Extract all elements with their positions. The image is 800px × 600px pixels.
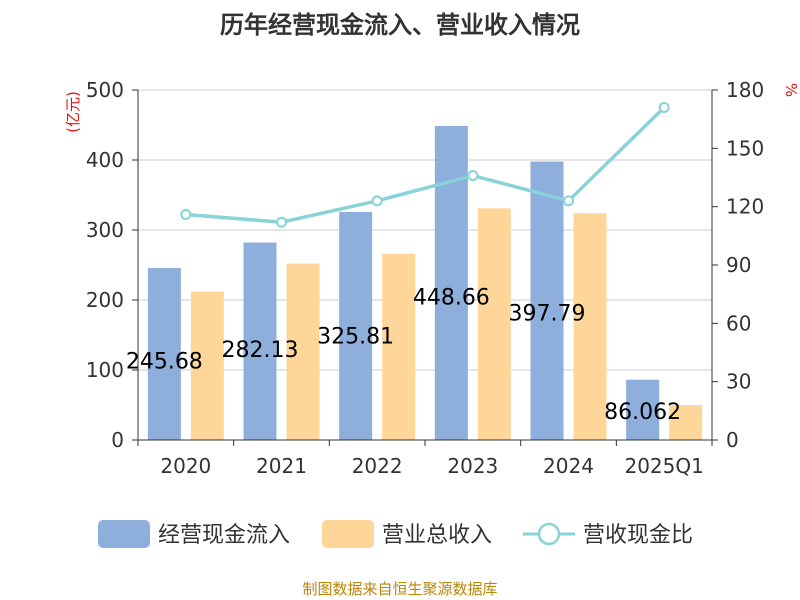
x-axis-tick-label: 2021 (256, 454, 307, 478)
revenue-bar (286, 263, 320, 440)
left-axis-tick-label: 400 (86, 148, 124, 172)
bar-labels: 245.68 282.13 325.81 448.66 397.79 86.062 (126, 286, 681, 425)
x-axis-tick-label: 2024 (543, 454, 594, 478)
ratio-line-point (180, 208, 192, 220)
revenue-bar (669, 405, 703, 440)
cash-inflow-bar (243, 242, 277, 440)
legend-label: 营业总收入 (382, 523, 492, 548)
ratio-line-point (276, 216, 287, 228)
source-note: 制图数据来自恒生聚源数据库 (302, 580, 497, 598)
axes: 0 100 200 300 400 500 0 30 60 90 120 150 180 2020 2021… (86, 78, 764, 478)
ratio-line (180, 102, 670, 228)
right-axis-tick-label: 150 (726, 136, 764, 160)
right-axis-tick-label: 120 (726, 195, 764, 219)
ratio-line-point (467, 170, 479, 182)
revenue-bar (382, 253, 416, 440)
left-axis-tick-label: 500 (86, 78, 124, 102)
right-axis-unit: % (782, 83, 800, 97)
revenue-bar (477, 208, 511, 440)
bars (147, 125, 703, 441)
right-axis-tick-label: 60 (726, 311, 751, 335)
revenue-bar (573, 213, 607, 440)
cash-inflow-data-label: 448.66 (413, 286, 490, 311)
x-axis-tick-label: 2020 (160, 454, 211, 478)
legend: 经营现金流入 营业总收入 营收现金比 (98, 520, 693, 548)
x-axis-tick-label: 2025Q1 (624, 454, 703, 478)
left-axis-tick-label: 0 (111, 428, 124, 452)
right-axis-tick-label: 30 (726, 370, 751, 394)
cash-inflow-bar (434, 125, 468, 441)
revenue-bar (190, 291, 224, 440)
ratio-line-path (185, 106, 666, 224)
cash-inflow-data-label: 282.13 (222, 338, 299, 363)
left-axis-tick-label: 300 (86, 218, 124, 242)
grid-lines (138, 89, 712, 371)
cash-inflow-bar (147, 268, 181, 440)
right-axis-tick-label: 90 (726, 253, 751, 277)
ratio-line-point (563, 195, 574, 207)
x-axis-tick-label: 2023 (447, 454, 498, 478)
cash-inflow-data-label: 397.79 (509, 302, 586, 327)
legend-label: 经营现金流入 (158, 523, 290, 548)
left-axis-unit: (亿元) (64, 91, 82, 133)
ratio-line-point (371, 195, 383, 207)
legend-label: 营收现金比 (583, 523, 693, 548)
right-axis-tick-label: 0 (726, 428, 739, 452)
x-axis-tick-label: 2022 (352, 454, 403, 478)
chart-title: 历年经营现金流入、营业收入情况 (220, 11, 580, 39)
cash-inflow-bar (626, 379, 660, 440)
cash-inflow-data-label: 245.68 (126, 350, 203, 375)
left-axis-tick-label: 200 (86, 288, 124, 312)
legend-swatch (98, 520, 150, 548)
cash-inflow-bar (530, 161, 564, 440)
cash-inflow-data-label: 86.062 (604, 400, 681, 425)
cash-inflow-data-label: 325.81 (317, 324, 394, 349)
ratio-line-point (658, 102, 670, 113)
legend-marker (537, 522, 561, 546)
cash-inflow-bar (339, 211, 373, 440)
right-axis-tick-label: 180 (726, 78, 764, 102)
left-axis-tick-label: 100 (86, 358, 124, 382)
legend-swatch (322, 520, 374, 548)
